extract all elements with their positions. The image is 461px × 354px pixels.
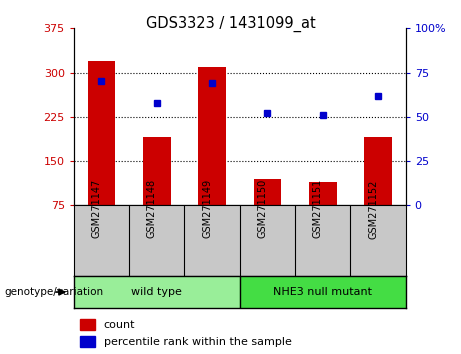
Text: GSM271147: GSM271147 (91, 179, 101, 239)
Text: genotype/variation: genotype/variation (5, 287, 104, 297)
Bar (80, 319, 95, 330)
Text: percentile rank within the sample: percentile rank within the sample (104, 337, 291, 347)
Bar (80, 336, 95, 347)
Bar (143, 137, 171, 205)
Text: count: count (104, 320, 135, 330)
Text: GSM271150: GSM271150 (257, 179, 267, 239)
Text: NHE3 null mutant: NHE3 null mutant (273, 287, 372, 297)
Text: GSM271149: GSM271149 (202, 179, 212, 239)
Bar (254, 179, 281, 205)
Bar (198, 67, 226, 205)
Bar (88, 61, 115, 205)
Text: GSM271148: GSM271148 (147, 179, 157, 239)
Text: GSM271152: GSM271152 (368, 179, 378, 239)
Bar (364, 137, 392, 205)
Text: wild type: wild type (131, 287, 182, 297)
Text: GDS3323 / 1431099_at: GDS3323 / 1431099_at (146, 16, 315, 32)
Bar (309, 182, 337, 205)
Text: GSM271151: GSM271151 (313, 179, 323, 239)
